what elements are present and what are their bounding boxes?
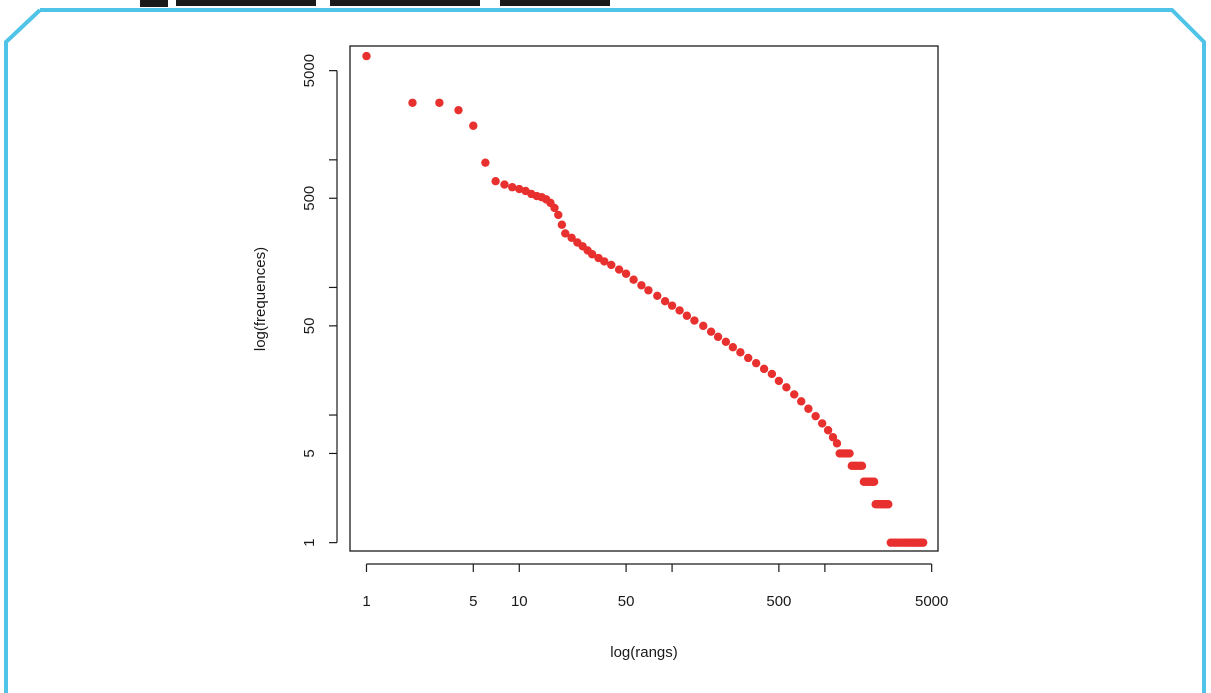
- data-point: [561, 229, 570, 238]
- data-point: [804, 404, 813, 413]
- y-tick-label: 50: [301, 318, 318, 335]
- data-point: [721, 337, 731, 346]
- data-point: [682, 311, 692, 320]
- data-point: [728, 343, 738, 352]
- data-point: [660, 297, 670, 306]
- data-point: [600, 257, 609, 266]
- data-point: [690, 316, 699, 325]
- x-tick-label: 500: [766, 593, 791, 610]
- data-point: [508, 183, 517, 192]
- header-cutoff-text-fragment: [500, 0, 610, 6]
- data-point: [550, 203, 559, 213]
- data-point: [797, 397, 806, 406]
- data-point: [500, 180, 509, 189]
- data-point: [782, 383, 791, 392]
- data-point: [362, 51, 371, 61]
- data-point: [751, 358, 761, 368]
- data-point: [706, 327, 716, 336]
- x-tick-label: 10: [511, 593, 528, 610]
- data-point: [817, 419, 827, 428]
- data-point: [491, 177, 500, 186]
- card-border: [3, 8, 1206, 693]
- data-point: [790, 390, 799, 399]
- data-point: [481, 158, 490, 167]
- data-point: [675, 306, 684, 315]
- data-point: [557, 220, 567, 229]
- data-point: [667, 301, 677, 310]
- data-point: [469, 121, 478, 130]
- y-axis-title: log(frequences): [252, 247, 269, 351]
- y-tick-label: 500: [301, 186, 318, 211]
- data-point: [554, 210, 563, 220]
- data-point: [884, 500, 893, 509]
- data-point: [607, 260, 616, 270]
- x-axis: 1 5 10 50 500 5000: [362, 563, 948, 610]
- data-point: [587, 250, 597, 259]
- data-point: [515, 184, 524, 194]
- data-point: [454, 105, 463, 115]
- x-tick-label: 5000: [915, 593, 948, 610]
- data-point: [621, 269, 631, 278]
- data-point: [567, 233, 576, 242]
- data-point: [767, 369, 777, 379]
- y-tick-label: 5000: [301, 54, 318, 87]
- y-tick-label: 1: [301, 538, 318, 546]
- data-point: [435, 98, 444, 107]
- x-tick-label: 5: [469, 593, 477, 610]
- data-point: [869, 477, 879, 486]
- x-axis-title: log(rangs): [610, 644, 678, 661]
- data-point: [644, 286, 653, 295]
- plot-box: [349, 45, 939, 552]
- header-cutoff-text-fragment: [330, 0, 480, 6]
- data-point: [759, 364, 769, 374]
- data-point: [699, 321, 708, 331]
- data-point: [823, 426, 833, 435]
- y-tick-label: 5: [301, 449, 318, 457]
- data-point: [828, 433, 838, 442]
- x-tick-label: 1: [362, 593, 370, 610]
- data-point: [845, 449, 854, 458]
- data-point: [774, 376, 784, 386]
- y-axis: 1 5 50 500 5000: [301, 54, 338, 547]
- header-cutoff-text-fragment: [176, 0, 316, 6]
- data-point: [918, 538, 928, 547]
- data-point: [857, 461, 867, 471]
- data-point: [744, 353, 753, 363]
- x-tick-label: 50: [618, 593, 635, 610]
- header-cutoff-text-fragment: [140, 0, 168, 7]
- data-point: [629, 275, 638, 284]
- data-point: [736, 348, 745, 357]
- data-points: [362, 51, 928, 547]
- data-point: [408, 98, 417, 107]
- data-point: [811, 411, 820, 421]
- data-point: [637, 281, 646, 290]
- data-point: [832, 439, 842, 448]
- data-point: [653, 291, 662, 300]
- data-point: [713, 332, 723, 342]
- data-point: [614, 265, 624, 274]
